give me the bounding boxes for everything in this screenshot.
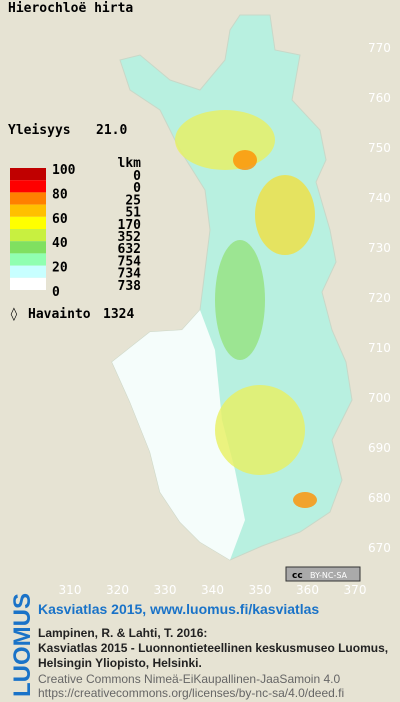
legend-count: 754: [118, 254, 142, 269]
frequent-area: [175, 110, 275, 170]
easting-label: 360: [296, 583, 319, 597]
legend-scale-label: 60: [52, 212, 68, 227]
legend-count: 170: [118, 218, 142, 233]
northing-label: 730: [368, 241, 391, 255]
legend-count: 352: [118, 230, 141, 245]
legend-count: 51: [125, 206, 141, 221]
frequency-value: 21.0: [96, 123, 127, 138]
observation-count: 1324: [103, 307, 134, 322]
badge-text: BY-NC-SA: [310, 571, 348, 580]
footer-link[interactable]: Kasviatlas 2015, www.luomus.fi/kasviatla…: [38, 601, 319, 617]
northing-label: 740: [368, 191, 391, 205]
northing-label: 700: [368, 391, 391, 405]
northing-label: 770: [368, 41, 391, 55]
legend-scale-label: 0: [52, 285, 60, 300]
legend-swatch: [10, 168, 46, 181]
legend-count: 738: [118, 279, 142, 294]
count-header: lkm: [118, 156, 142, 171]
legend-count: 25: [125, 193, 141, 208]
legend-swatch: [10, 265, 46, 278]
northing-label: 690: [368, 441, 391, 455]
legend-swatch: [10, 241, 46, 254]
citation-line: Kasviatlas 2015 - Luonnontieteellinen ke…: [38, 641, 388, 655]
easting-label: 310: [59, 583, 82, 597]
legend-swatch: [10, 253, 46, 266]
species-title: Hierochloë hirta: [8, 1, 133, 16]
legend-count: 632: [118, 242, 141, 257]
citation-line: Helsingin Yliopisto, Helsinki.: [38, 656, 202, 670]
easting-label: 320: [106, 583, 129, 597]
finland-map: [111, 14, 353, 561]
observation-symbol: ◊: [10, 307, 18, 322]
license-line: Creative Commons Nimeä-EiKaupallinen-Jaa…: [38, 672, 340, 686]
legend-swatch: [10, 277, 46, 290]
legend-count: 734: [118, 267, 142, 282]
badge-cc: cc: [292, 571, 303, 581]
license-url[interactable]: https://creativecommons.org/licenses/by-…: [38, 686, 344, 700]
logo: LUOMUS: [9, 593, 36, 697]
northing-label: 680: [368, 491, 391, 505]
northing-label: 720: [368, 291, 391, 305]
frequent-area: [293, 492, 317, 508]
frequent-area: [215, 385, 305, 475]
legend-scale-label: 80: [52, 187, 68, 202]
frequency-label: Yleisyys: [8, 123, 71, 138]
northing-label: 670: [368, 541, 391, 555]
legend-swatch: [10, 204, 46, 217]
observation-label: Havainto: [28, 307, 91, 322]
legend-count: 0: [133, 181, 141, 196]
easting-label: 350: [249, 583, 272, 597]
legend-swatch: [10, 229, 46, 242]
easting-label: 340: [201, 583, 224, 597]
sparse-area: [112, 310, 245, 560]
frequent-area: [233, 150, 257, 170]
frequent-area: [255, 175, 315, 255]
legend-scale-label: 100: [52, 163, 76, 178]
legend-swatch: [10, 216, 46, 229]
easting-label: 330: [154, 583, 177, 597]
grid-labels: 770 760 750 740 730 720 710 700 690 680 670 310 320 3…: [59, 41, 391, 597]
legend-scale-label: 40: [52, 236, 68, 251]
citation-line: Lampinen, R. & Lahti, T. 2016:: [38, 626, 207, 640]
legend-swatch: [10, 192, 46, 205]
northing-label: 760: [368, 91, 391, 105]
northing-label: 710: [368, 341, 391, 355]
easting-label: 370: [344, 583, 367, 597]
northing-label: 750: [368, 141, 391, 155]
badge-box: [285, 566, 361, 582]
common-area: [215, 240, 265, 360]
legend-swatch: [10, 180, 46, 193]
legend-count: 0: [133, 169, 141, 184]
legend-scale-label: 20: [52, 261, 68, 276]
license-badge: cc BY-NC-SA: [285, 566, 361, 582]
